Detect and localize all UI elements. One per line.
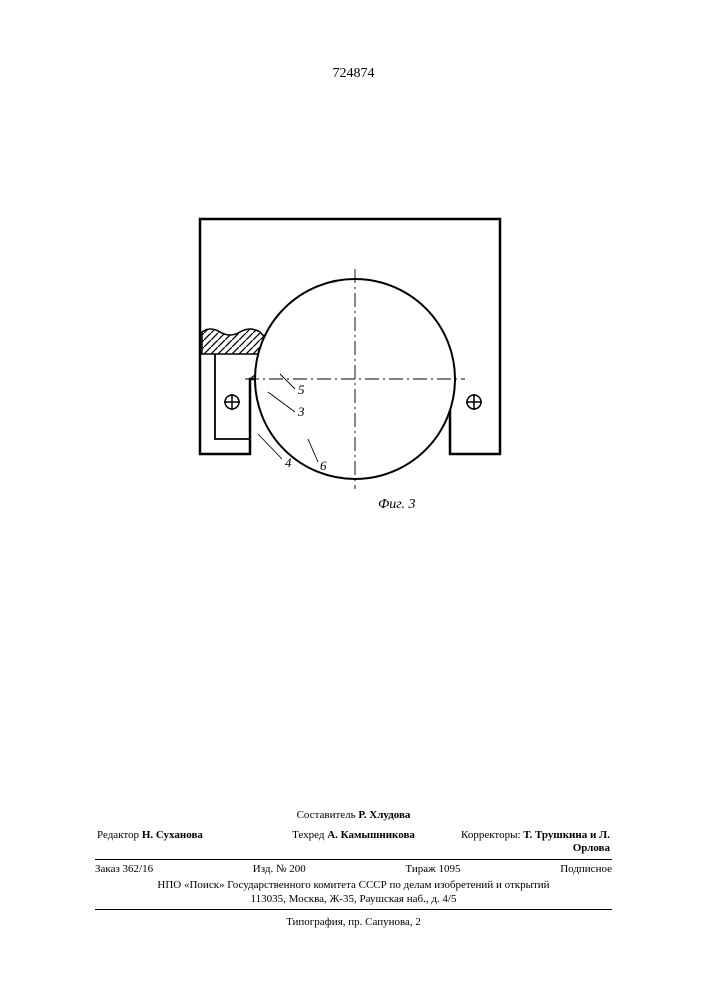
divider-2: [95, 909, 612, 910]
publisher-line1: НПО «Поиск» Государственного комитета СС…: [95, 879, 612, 893]
publisher-line2: 113035, Москва, Ж-35, Раушская наб., д. …: [95, 893, 612, 907]
compiler-line: Составитель Р. Хлудова: [95, 809, 612, 823]
callout-4: 4: [285, 455, 292, 470]
divider: [95, 859, 612, 860]
publication-info: Заказ 362/16 Изд. № 200 Тираж 1095 Подпи…: [95, 863, 612, 877]
typography-line: Типография, пр. Сапунова, 2: [95, 916, 612, 930]
page-number: 724874: [0, 66, 707, 82]
figure-3: 5 3 4 6: [190, 214, 510, 489]
figure-caption: Фиг. 3: [378, 497, 416, 513]
credits-row: Редактор Н. Суханова Техред А. Камышнико…: [95, 829, 612, 857]
imprint-block: Составитель Р. Хлудова Редактор Н. Сухан…: [95, 809, 612, 930]
callout-6: 6: [320, 458, 327, 473]
callout-3: 3: [297, 404, 305, 419]
callout-5: 5: [298, 382, 305, 397]
